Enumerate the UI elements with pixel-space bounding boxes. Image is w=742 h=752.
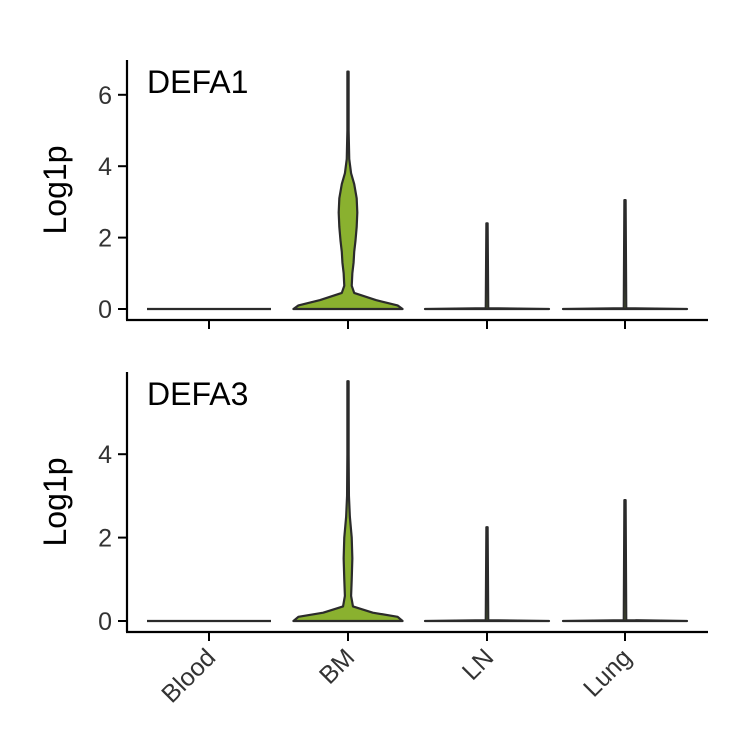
x-tick-label-blood: Blood (156, 643, 221, 708)
violin-lung-defa3 (561, 498, 689, 623)
panel-title-defa1: DEFA1 (147, 64, 248, 100)
violin-bm-defa1 (292, 70, 404, 311)
violin-ln-defa3 (423, 526, 551, 623)
y-tick-label-1: 6 (98, 82, 112, 110)
y-tick-label-2: 4 (98, 441, 112, 469)
y-tick-label-1: 4 (98, 153, 112, 181)
y-tick-label-2: 0 (98, 608, 112, 636)
violin-ln-defa1 (423, 222, 551, 311)
y-axis-label-1: Log1p (37, 146, 73, 235)
y-tick-label-1: 2 (98, 225, 112, 253)
violin-bm-defa3 (292, 380, 404, 623)
panel-title-defa3: DEFA3 (147, 376, 248, 412)
x-tick-label-lung: Lung (578, 643, 637, 702)
y-axis-label-2: Log1p (37, 458, 73, 547)
violin-lung-defa1 (561, 199, 689, 311)
y-tick-label-1: 0 (98, 296, 112, 324)
x-tick-label-ln: LN (457, 643, 499, 685)
x-tick-label-bm: BM (314, 643, 360, 689)
y-tick-label-2: 2 (98, 525, 112, 553)
